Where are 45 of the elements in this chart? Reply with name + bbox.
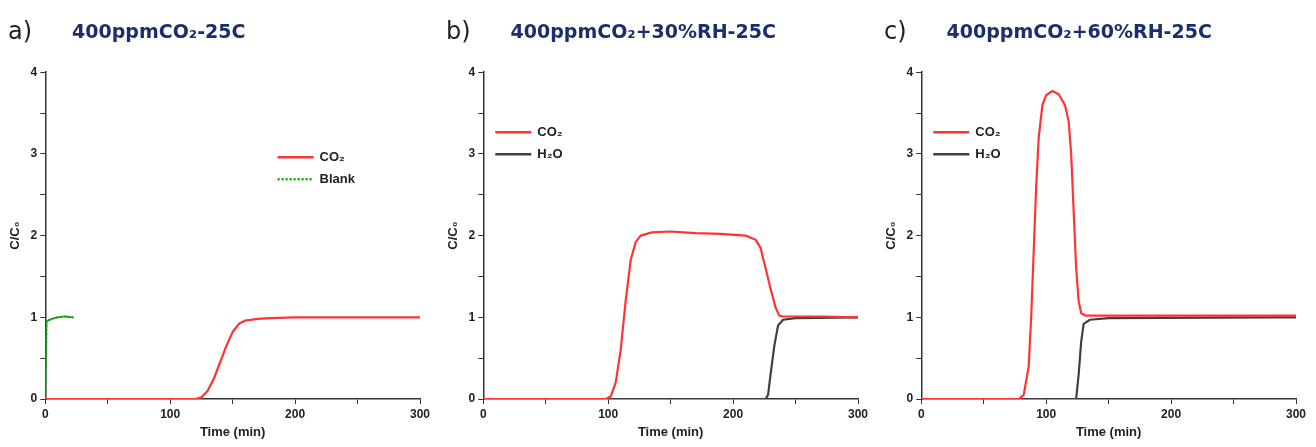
y-axis-title: C/C₀ bbox=[883, 221, 899, 250]
y-tick-label: 0 bbox=[468, 391, 476, 406]
x-tick-label: 100 bbox=[1036, 406, 1057, 421]
x-tick-label: 300 bbox=[409, 406, 431, 421]
legend-label: CO₂ bbox=[537, 123, 563, 139]
x-tick-label: 100 bbox=[598, 406, 619, 421]
y-tick-label: 3 bbox=[30, 146, 38, 161]
x-axis-title: Time (min) bbox=[199, 423, 266, 439]
legend-label: CO₂ bbox=[975, 123, 1001, 139]
x-tick-label: 100 bbox=[160, 406, 181, 421]
y-tick-label: 2 bbox=[30, 227, 38, 242]
y-tick-label: 1 bbox=[906, 309, 914, 324]
y-tick-label: 3 bbox=[468, 146, 476, 161]
legend-label: H₂O bbox=[975, 145, 1001, 161]
y-tick-label: 2 bbox=[468, 227, 476, 242]
y-tick-label: 0 bbox=[906, 391, 914, 406]
legend-label: Blank bbox=[319, 170, 356, 186]
chart-title: 400ppmCO₂+60%RH-25C bbox=[946, 20, 1212, 42]
text: c) bbox=[884, 17, 907, 45]
legend-label: H₂O bbox=[537, 145, 563, 161]
chart-title: 400ppmCO₂+30%RH-25C bbox=[510, 20, 776, 42]
legend-label: CO₂ bbox=[319, 148, 346, 164]
x-tick-label: 0 bbox=[41, 406, 49, 421]
x-axis-title: Time (min) bbox=[637, 423, 704, 439]
y-tick-label: 4 bbox=[468, 64, 476, 79]
y-tick-label: 1 bbox=[30, 309, 38, 324]
y-tick-label: 1 bbox=[468, 309, 476, 324]
y-tick-label: 4 bbox=[906, 64, 914, 79]
x-axis-title: Time (min) bbox=[1075, 423, 1142, 439]
y-tick-label: 4 bbox=[30, 64, 38, 79]
x-tick-label: 0 bbox=[479, 406, 487, 421]
x-tick-label: 0 bbox=[917, 406, 925, 421]
x-tick-label: 200 bbox=[285, 406, 306, 421]
text: a) bbox=[8, 17, 33, 45]
x-tick-label: 300 bbox=[847, 406, 869, 421]
y-tick-label: 0 bbox=[30, 391, 38, 406]
x-tick-label: 300 bbox=[1285, 406, 1307, 421]
x-tick-label: 200 bbox=[1161, 406, 1182, 421]
x-tick-label: 200 bbox=[723, 406, 744, 421]
chart-title: 400ppmCO₂-25C bbox=[72, 20, 246, 42]
y-axis-title: C/C₀ bbox=[445, 221, 461, 250]
y-axis-title: C/C₀ bbox=[7, 221, 23, 250]
text: b) bbox=[446, 17, 471, 45]
y-tick-label: 3 bbox=[906, 146, 914, 161]
y-tick-label: 2 bbox=[906, 227, 914, 242]
